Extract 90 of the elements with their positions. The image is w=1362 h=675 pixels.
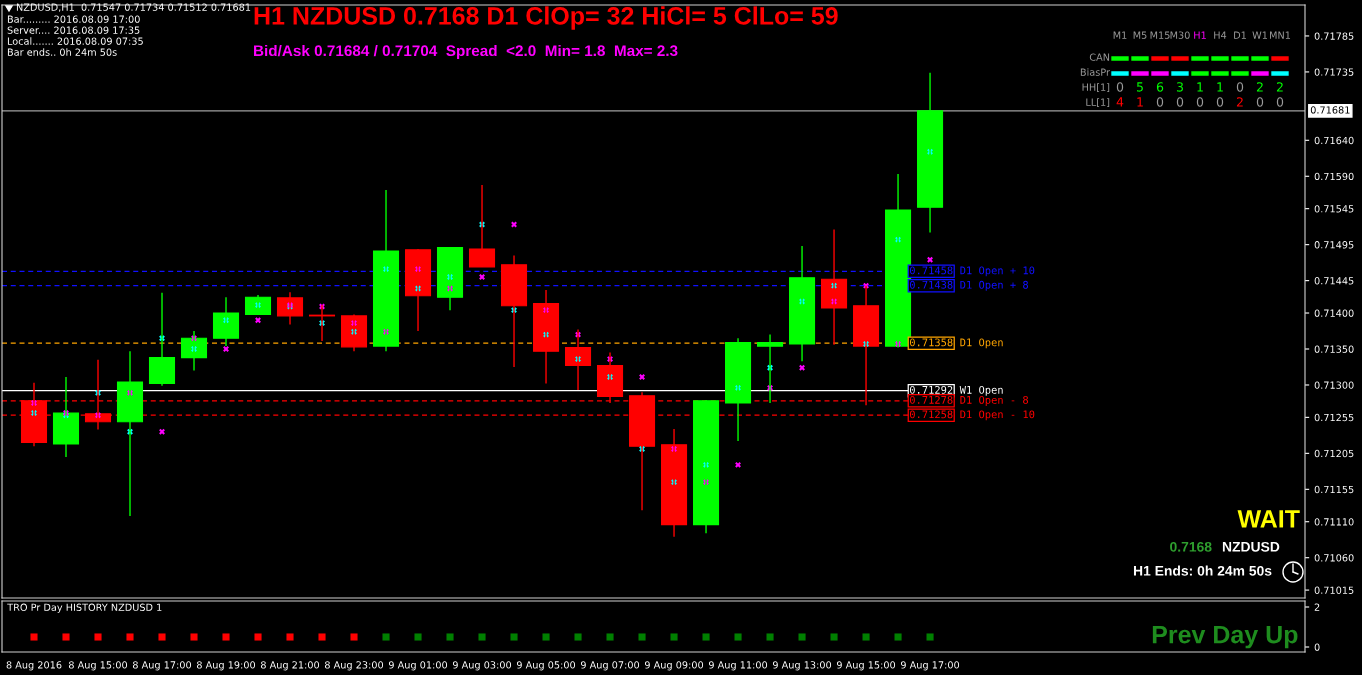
text: 0.71681 <box>1310 106 1350 114</box>
annotation: 0.71458 <box>909 266 953 275</box>
x-tick-label: 9 Aug 03:00 <box>452 661 512 671</box>
x-tick-label: 9 Aug 07:00 <box>580 661 640 671</box>
y-tick-label: 0.71735 <box>1314 68 1354 76</box>
annotation: 0.71258 <box>909 410 953 419</box>
annotation: 0.71358 <box>909 338 953 347</box>
annotation: BiasPr <box>1080 68 1110 76</box>
y-tick-label: 0.71590 <box>1314 172 1354 181</box>
chart-title: TRO Pr Day HISTORY NZDUSD 1 <box>7 603 162 613</box>
annotation: NZDUSD <box>1222 541 1280 552</box>
y-tick-label: 0.71255 <box>1314 413 1354 422</box>
x-tick-label: 8 Aug 19:00 <box>196 661 256 671</box>
annotation: NZDUSD,H1 0.71547 0.71734 0.71512 0.71681 <box>16 3 251 12</box>
annotation: 1 <box>1137 97 1143 107</box>
ref-line-label: D1 Open - 10 <box>960 410 1035 421</box>
annotation: WAIT <box>1237 510 1300 528</box>
annotation: 5 <box>1136 82 1143 92</box>
annotation: M1 <box>1113 31 1127 39</box>
annotation: 0 <box>1236 82 1244 92</box>
x-tick-label: 8 Aug 23:00 <box>324 661 384 671</box>
y-tick-label: 0.71060 <box>1314 554 1354 562</box>
y-tick-label: 2 <box>1314 603 1320 611</box>
y-tick-label: 0.71300 <box>1314 381 1354 389</box>
x-tick-label: 9 Aug 13:00 <box>772 661 832 671</box>
ref-line-label: D1 Open + 8 <box>960 280 1029 291</box>
chart-title: H1 NZDUSD 0.7168 D1 ClOp= 32 HiCl= 5 ClLo= 59 <box>254 6 838 30</box>
x-tick-label: 9 Aug 15:00 <box>836 661 896 671</box>
annotation: 1 <box>1217 82 1223 92</box>
ref-line-label: W1 Open <box>959 385 1003 396</box>
annotation: 2 <box>1256 82 1263 92</box>
x-tick-label: 9 Aug 11:00 <box>708 661 768 671</box>
y-tick-label: 0.71205 <box>1314 449 1354 458</box>
annotation: 0 <box>1196 97 1204 107</box>
annotation: H1 <box>1194 31 1206 39</box>
annotation: CAN <box>1089 53 1110 61</box>
annotation: HH[1] <box>1082 83 1110 92</box>
y-tick-label: 0.71640 <box>1314 136 1354 145</box>
x-tick-label: 8 Aug 21:00 <box>260 661 320 671</box>
y-tick-label: 0.71495 <box>1314 241 1354 249</box>
annotation: 0 <box>1276 97 1284 107</box>
y-tick-label: 0.71110 <box>1314 518 1354 526</box>
annotation: MN1 <box>1270 31 1291 39</box>
x-tick-label: 9 Aug 09:00 <box>644 661 704 671</box>
annotation: 3 <box>1176 82 1183 92</box>
y-tick-label: 0.71400 <box>1314 309 1354 317</box>
x-tick-label: 8 Aug 15:00 <box>68 661 128 671</box>
annotation: 0 <box>1156 97 1164 107</box>
annotation: M15 <box>1150 31 1170 39</box>
ref-line-label: D1 Open + 10 <box>960 266 1035 277</box>
annotation: 6 <box>1156 82 1164 92</box>
annotation: 2 <box>1236 97 1243 107</box>
annotation: Local....... 2016.08.09 07:35 <box>7 37 143 45</box>
annotation: D1 <box>1234 31 1246 39</box>
y-tick-label: 0.71545 <box>1314 205 1354 213</box>
annotation: 0 <box>1256 97 1264 107</box>
annotation: 0.7168 <box>1170 541 1212 552</box>
annotation: Server.... 2016.08.09 17:35 <box>7 26 140 34</box>
ref-line-label: D1 Open <box>960 338 1003 349</box>
annotation: 1 <box>1197 82 1203 92</box>
x-tick-label: 9 Aug 17:00 <box>900 661 960 671</box>
annotation: LL[1] <box>1086 98 1110 107</box>
annotation: 4 <box>1116 97 1124 107</box>
annotation: 0.71292 <box>909 385 953 394</box>
x-tick-label: 9 Aug 05:00 <box>516 661 576 671</box>
annotation: 0 <box>1176 97 1184 107</box>
y-tick-label: 0.71445 <box>1314 277 1354 285</box>
annotation: Bar ends.. 0h 24m 50s <box>7 48 117 56</box>
y-tick-label: 0 <box>1314 643 1320 651</box>
y-tick-label: 0.71350 <box>1314 345 1354 353</box>
y-tick-label: 0.71155 <box>1314 485 1354 494</box>
annotation: 0.71278 <box>909 395 953 404</box>
annotation: Bar......... 2016.08.09 17:00 <box>7 15 140 23</box>
x-tick-label: 9 Aug 01:00 <box>388 661 448 671</box>
x-tick-label: 8 Aug 2016 <box>6 661 62 671</box>
y-tick-label: 0.71785 <box>1314 32 1354 40</box>
annotation: 0.71438 <box>909 280 953 289</box>
x-tick-label: 8 Aug 17:00 <box>132 661 192 671</box>
annotation: 0 <box>1216 97 1224 107</box>
annotation: W1 <box>1252 31 1267 39</box>
y-tick-label: 0.71015 <box>1314 586 1354 594</box>
annotation: M30 <box>1170 31 1190 39</box>
annotation: H4 <box>1214 31 1227 39</box>
ref-line-label: D1 Open - 8 <box>960 395 1029 406</box>
annotation: 0 <box>1116 82 1124 92</box>
annotation: H1 Ends: 0h 24m 50s <box>1133 565 1272 576</box>
text: Bid/Ask 0.71684 / 0.71704 Spread <2.0 Min= 1.8 Max= 2.3 <box>254 44 678 60</box>
annotation: 2 <box>1276 82 1283 92</box>
annotation: M5 <box>1133 31 1147 39</box>
annotation: Prev Day Up <box>1152 625 1298 649</box>
